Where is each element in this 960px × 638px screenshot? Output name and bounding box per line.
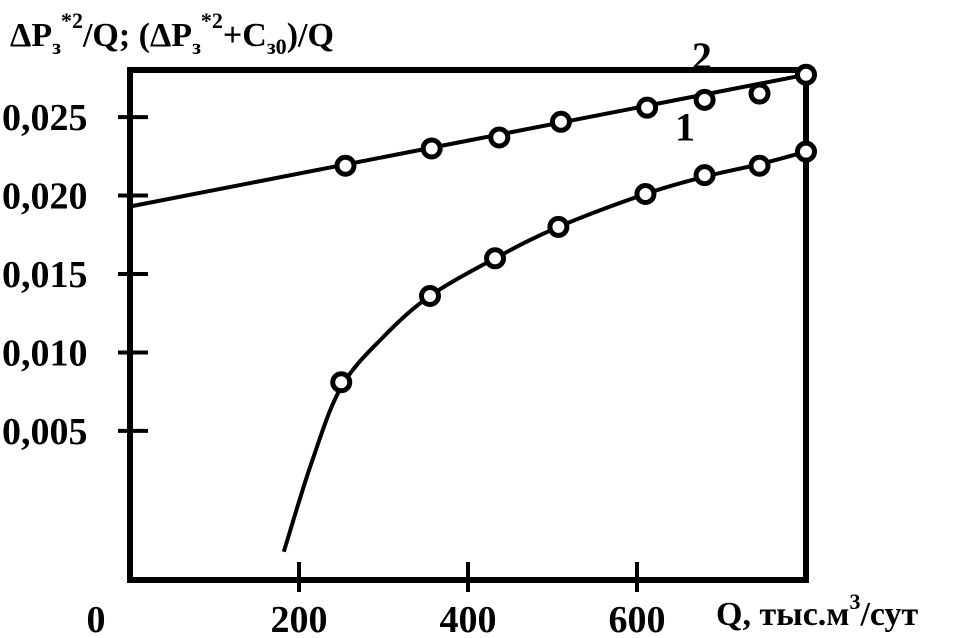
series-1-line [281, 149, 807, 553]
series-2-point-5 [693, 88, 716, 111]
series-1-point-4 [634, 182, 657, 205]
series-2-point-2 [488, 126, 511, 149]
series-2-point-7 [795, 63, 817, 86]
series-1-point-1 [418, 284, 441, 307]
series-curves [129, 72, 807, 553]
series-labels: 12 [675, 34, 712, 150]
y-axis: 0,005 0,010 0,015 0,020 0,025 [2, 97, 148, 453]
series-1-point-7 [795, 140, 817, 163]
x-tick-label-1: 200 [271, 599, 328, 638]
series-1-label: 1 [675, 105, 695, 150]
x-tick-label-2: 400 [440, 599, 497, 638]
series-markers [330, 63, 817, 394]
series-2-point-0 [334, 154, 357, 177]
series-1-point-5 [693, 164, 716, 187]
x-axis-title: Q, тыс.м3/сут [716, 589, 919, 633]
series-1-point-2 [484, 247, 507, 270]
series-2-point-3 [549, 110, 572, 133]
x-axis: 0 200 400 600 [87, 562, 666, 638]
y-tick-label-1: 0,010 [2, 332, 88, 374]
plot-frame [127, 67, 809, 583]
y-tick-label-2: 0,015 [2, 254, 88, 296]
series-2-point-4 [636, 96, 659, 119]
series-2-line [129, 72, 807, 209]
x-tick-label-0: 0 [87, 599, 106, 638]
series-2-label: 2 [692, 34, 712, 79]
x-tick-label-3: 600 [609, 599, 666, 638]
y-tick-label-4: 0,025 [2, 97, 88, 139]
series-2-point-6 [748, 82, 771, 105]
y-axis-title: ΔPз*2/Q; (ΔPз*2+Cз0)/Q [10, 8, 334, 59]
series-1-point-6 [748, 154, 771, 177]
series-1-point-0 [330, 371, 353, 394]
series-1-point-3 [547, 215, 570, 238]
y-tick-label-0: 0,005 [2, 411, 88, 453]
series-2-point-1 [420, 137, 443, 160]
y-tick-label-3: 0,020 [2, 176, 88, 218]
